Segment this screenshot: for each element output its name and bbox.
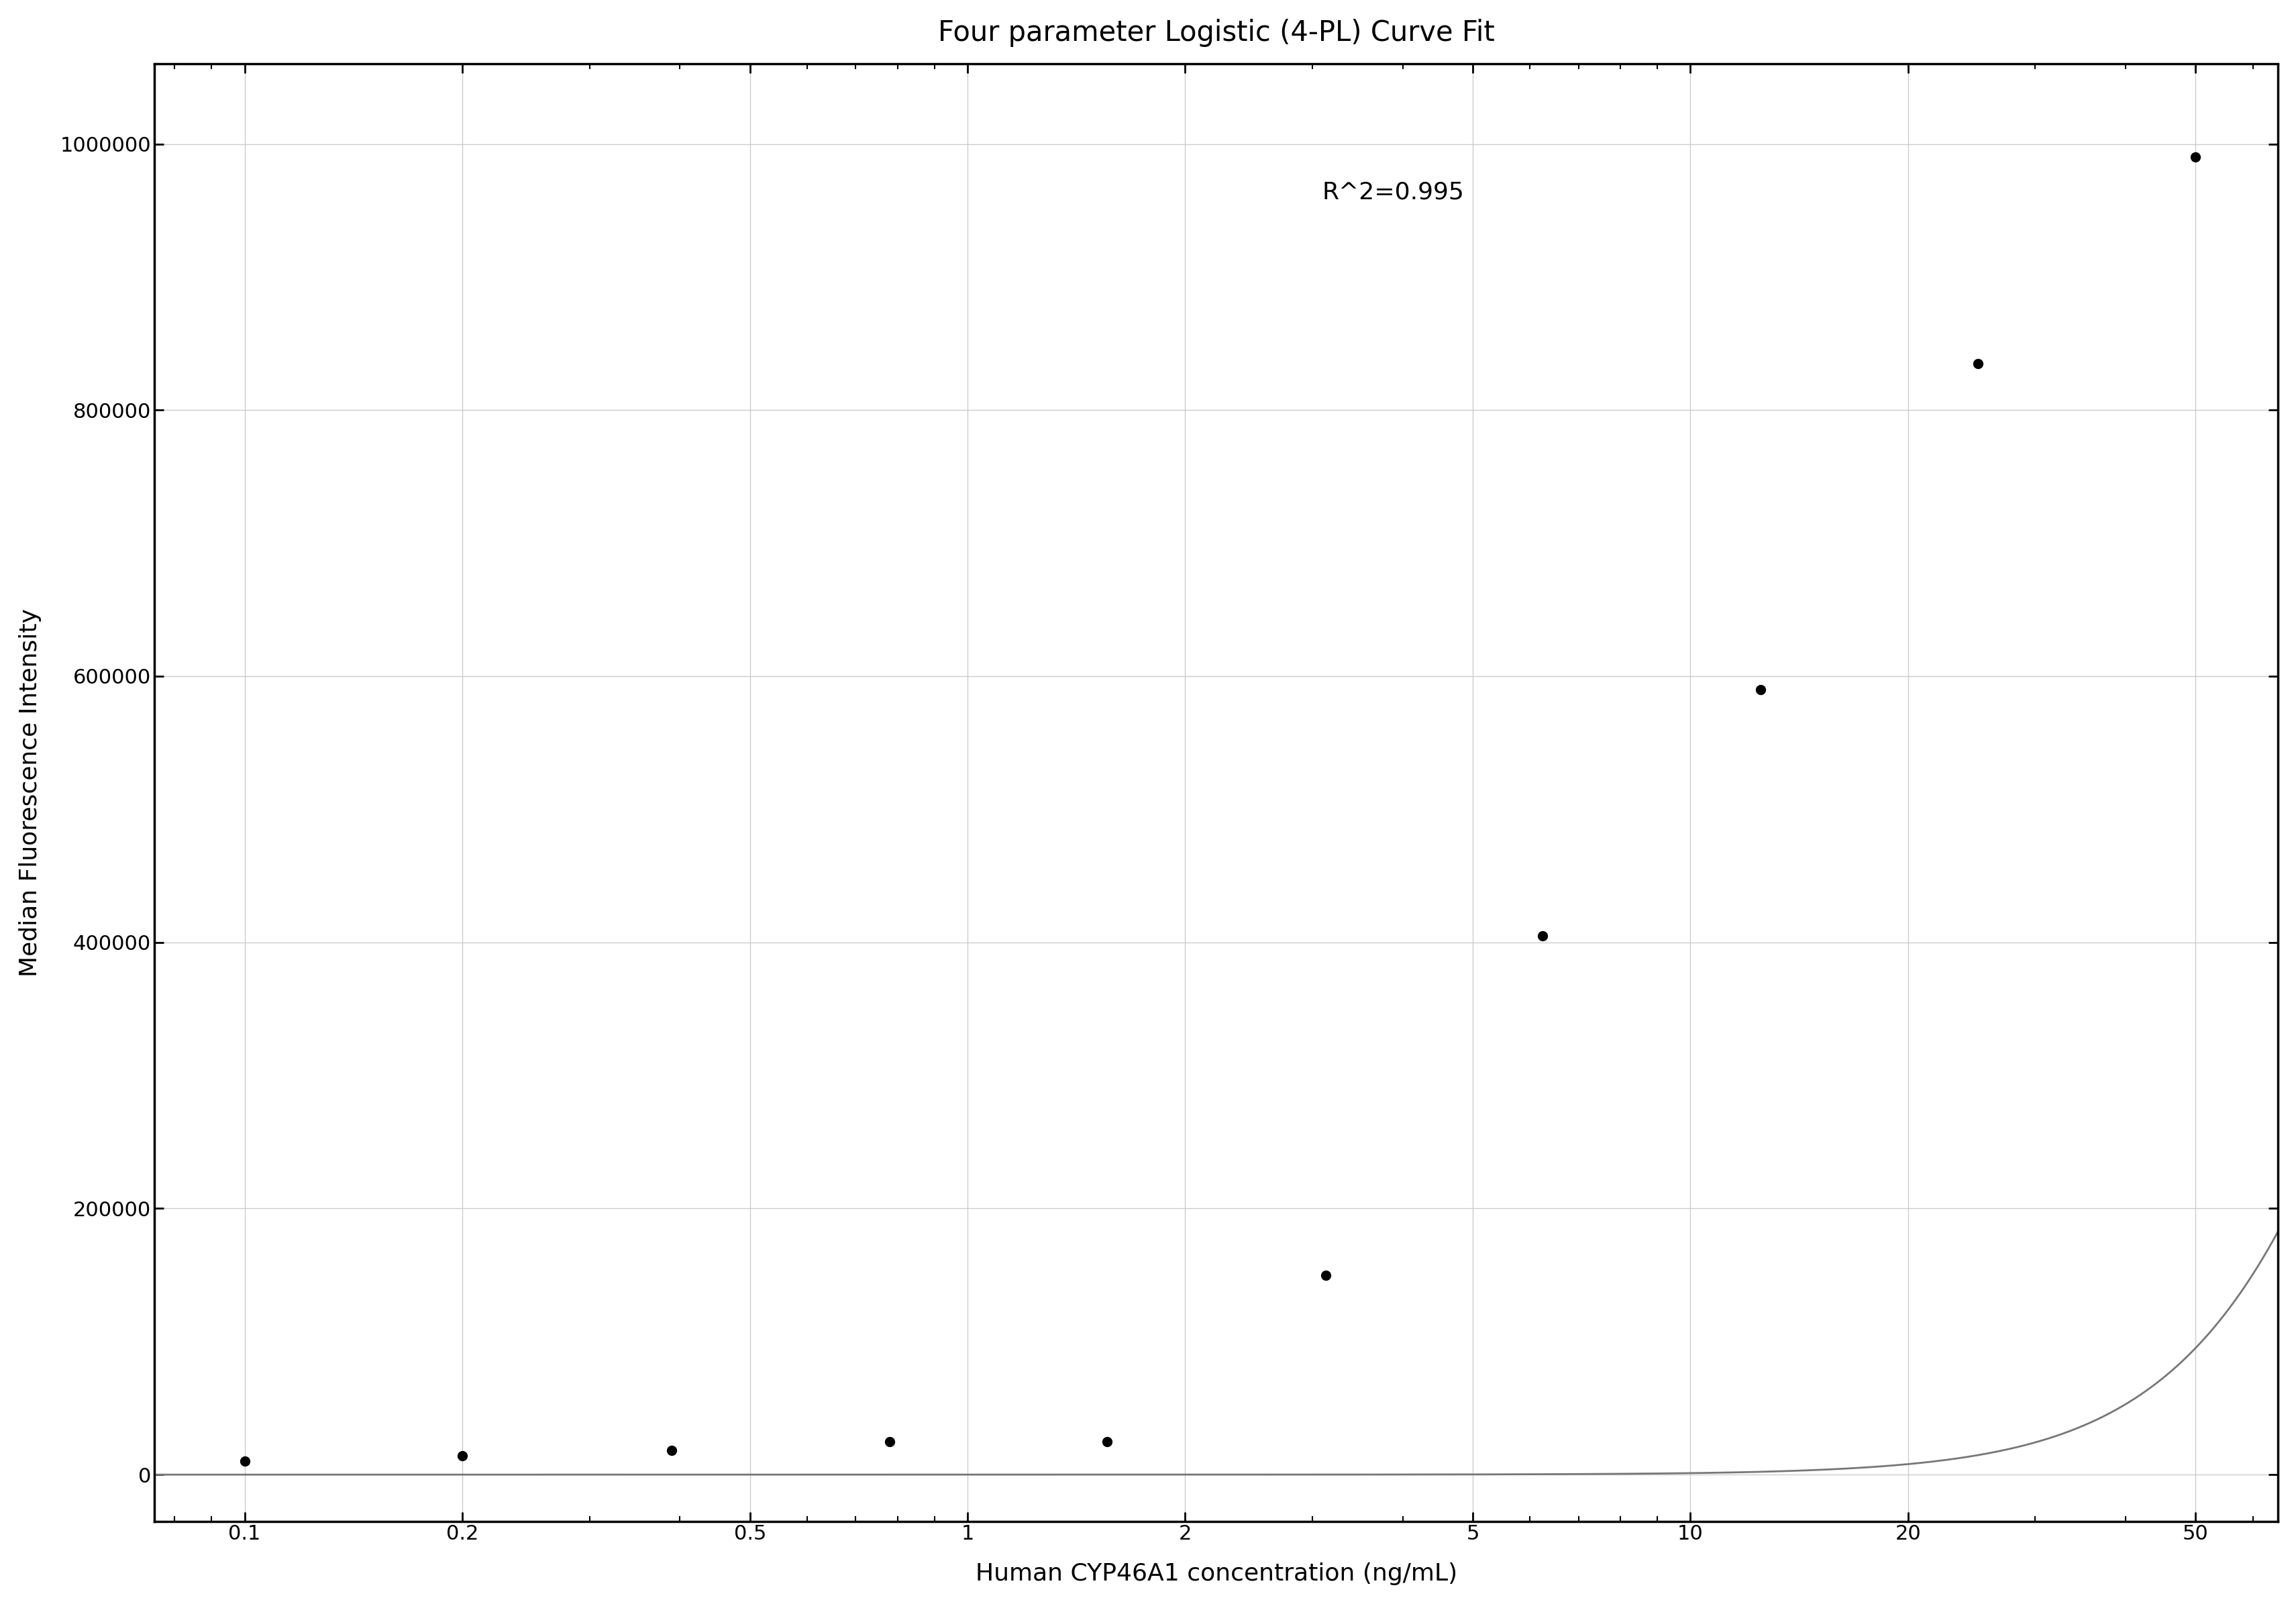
Text: R^2=0.995: R^2=0.995 [1322, 181, 1465, 204]
Title: Four parameter Logistic (4-PL) Curve Fit: Four parameter Logistic (4-PL) Curve Fit [937, 19, 1495, 47]
Y-axis label: Median Fluorescence Intensity: Median Fluorescence Intensity [18, 608, 41, 977]
Point [227, 1448, 264, 1474]
Point [443, 1444, 480, 1469]
X-axis label: Human CYP46A1 concentration (ng/mL): Human CYP46A1 concentration (ng/mL) [976, 1562, 1456, 1585]
Point [1743, 677, 1779, 703]
Point [654, 1437, 691, 1463]
Point [2177, 144, 2213, 170]
Point [1088, 1429, 1125, 1455]
Point [1306, 1262, 1343, 1288]
Point [1958, 351, 1995, 377]
Point [1525, 922, 1561, 948]
Point [870, 1429, 907, 1455]
